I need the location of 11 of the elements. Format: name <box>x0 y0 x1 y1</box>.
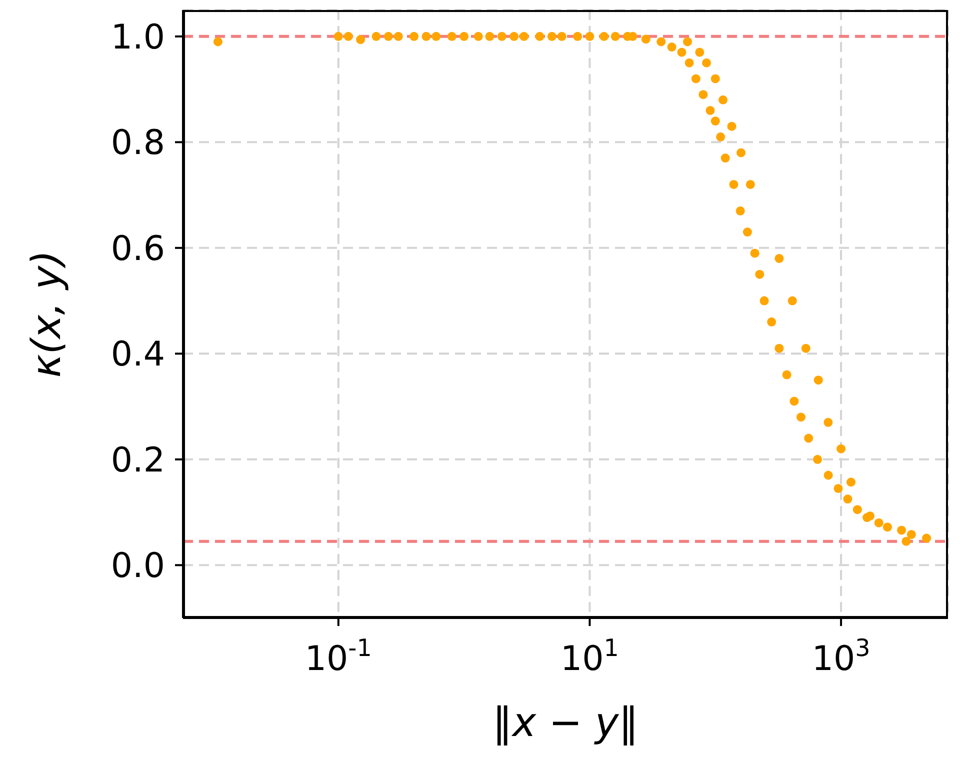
x-tick-label: 10$^{-1}$ <box>304 634 372 679</box>
x-tick-label: 10$^{3}$ <box>812 634 870 679</box>
y-tick-label: 0.6 <box>110 228 165 269</box>
y-tick-label: 1.0 <box>110 17 165 58</box>
y-tick-label: 0.2 <box>110 440 165 480</box>
x-axis-title: ‖x − y‖ <box>492 700 639 746</box>
y-tick-label: 0.8 <box>110 123 165 164</box>
y-tick-label: 0.0 <box>110 546 165 586</box>
x-tick-label: 10$^{1}$ <box>560 634 619 679</box>
y-tick-label: 0.4 <box>110 334 165 375</box>
y-axis-title: κ(x, y) <box>24 250 70 378</box>
